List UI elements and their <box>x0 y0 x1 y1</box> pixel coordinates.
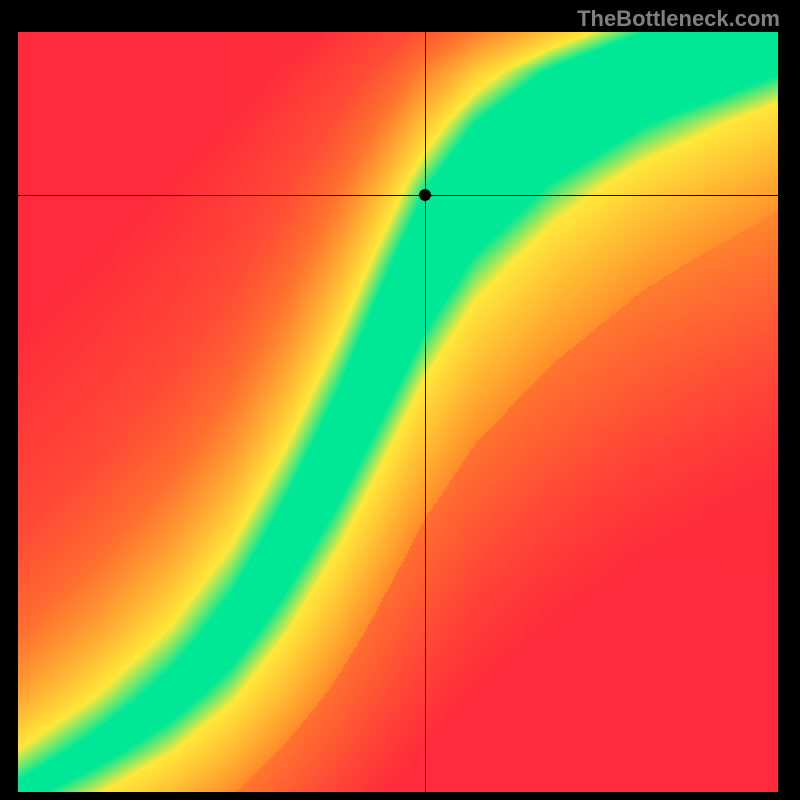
heatmap-canvas <box>18 32 778 792</box>
chart-area <box>18 32 778 792</box>
watermark-text: TheBottleneck.com <box>577 6 780 32</box>
app-root: TheBottleneck.com <box>0 0 800 800</box>
data-point-marker <box>418 188 432 202</box>
crosshair-horizontal <box>18 195 778 196</box>
crosshair-vertical <box>425 32 426 792</box>
